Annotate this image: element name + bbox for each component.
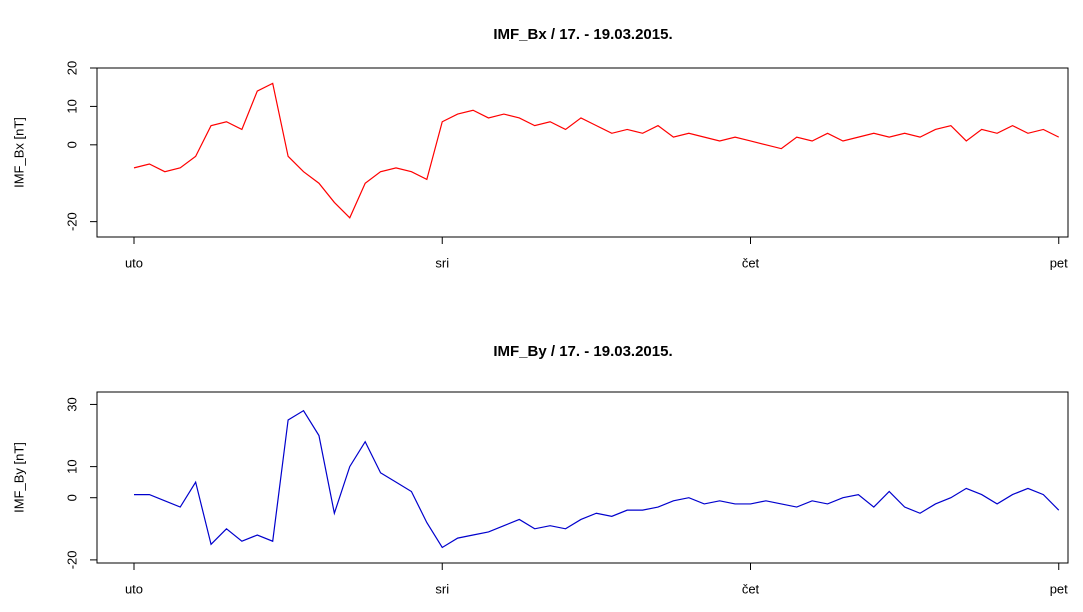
y-tick-label: -20 bbox=[64, 212, 79, 231]
y-axis-label: IMF_Bx [nT] bbox=[11, 117, 26, 188]
x-tick-label: uto bbox=[125, 581, 143, 596]
chart-title: IMF_Bx / 17. - 19.03.2015. bbox=[493, 26, 672, 43]
y-tick-label: 10 bbox=[64, 459, 79, 473]
y-tick-label: 30 bbox=[64, 397, 79, 411]
y-axis-label: IMF_By [nT] bbox=[11, 442, 26, 513]
y-tick-label: 10 bbox=[64, 99, 79, 113]
y-tick-label: 0 bbox=[64, 494, 79, 501]
x-tick-label: uto bbox=[125, 255, 143, 270]
plot-frame bbox=[96, 391, 1069, 564]
x-tick-label: pet bbox=[1050, 581, 1068, 596]
data-line bbox=[133, 409, 1060, 549]
y-tick-label: -20 bbox=[64, 550, 79, 569]
x-tick-label: čet bbox=[742, 255, 760, 270]
x-tick-label: sri bbox=[435, 255, 449, 270]
chart-title: IMF_By / 17. - 19.03.2015. bbox=[493, 343, 672, 360]
y-tick-label: 20 bbox=[64, 61, 79, 75]
plot-frame bbox=[96, 67, 1069, 238]
x-tick-label: pet bbox=[1050, 255, 1068, 270]
y-tick-label: 0 bbox=[64, 141, 79, 148]
data-line bbox=[133, 82, 1060, 219]
x-tick-label: čet bbox=[742, 581, 760, 596]
x-tick-label: sri bbox=[435, 581, 449, 596]
